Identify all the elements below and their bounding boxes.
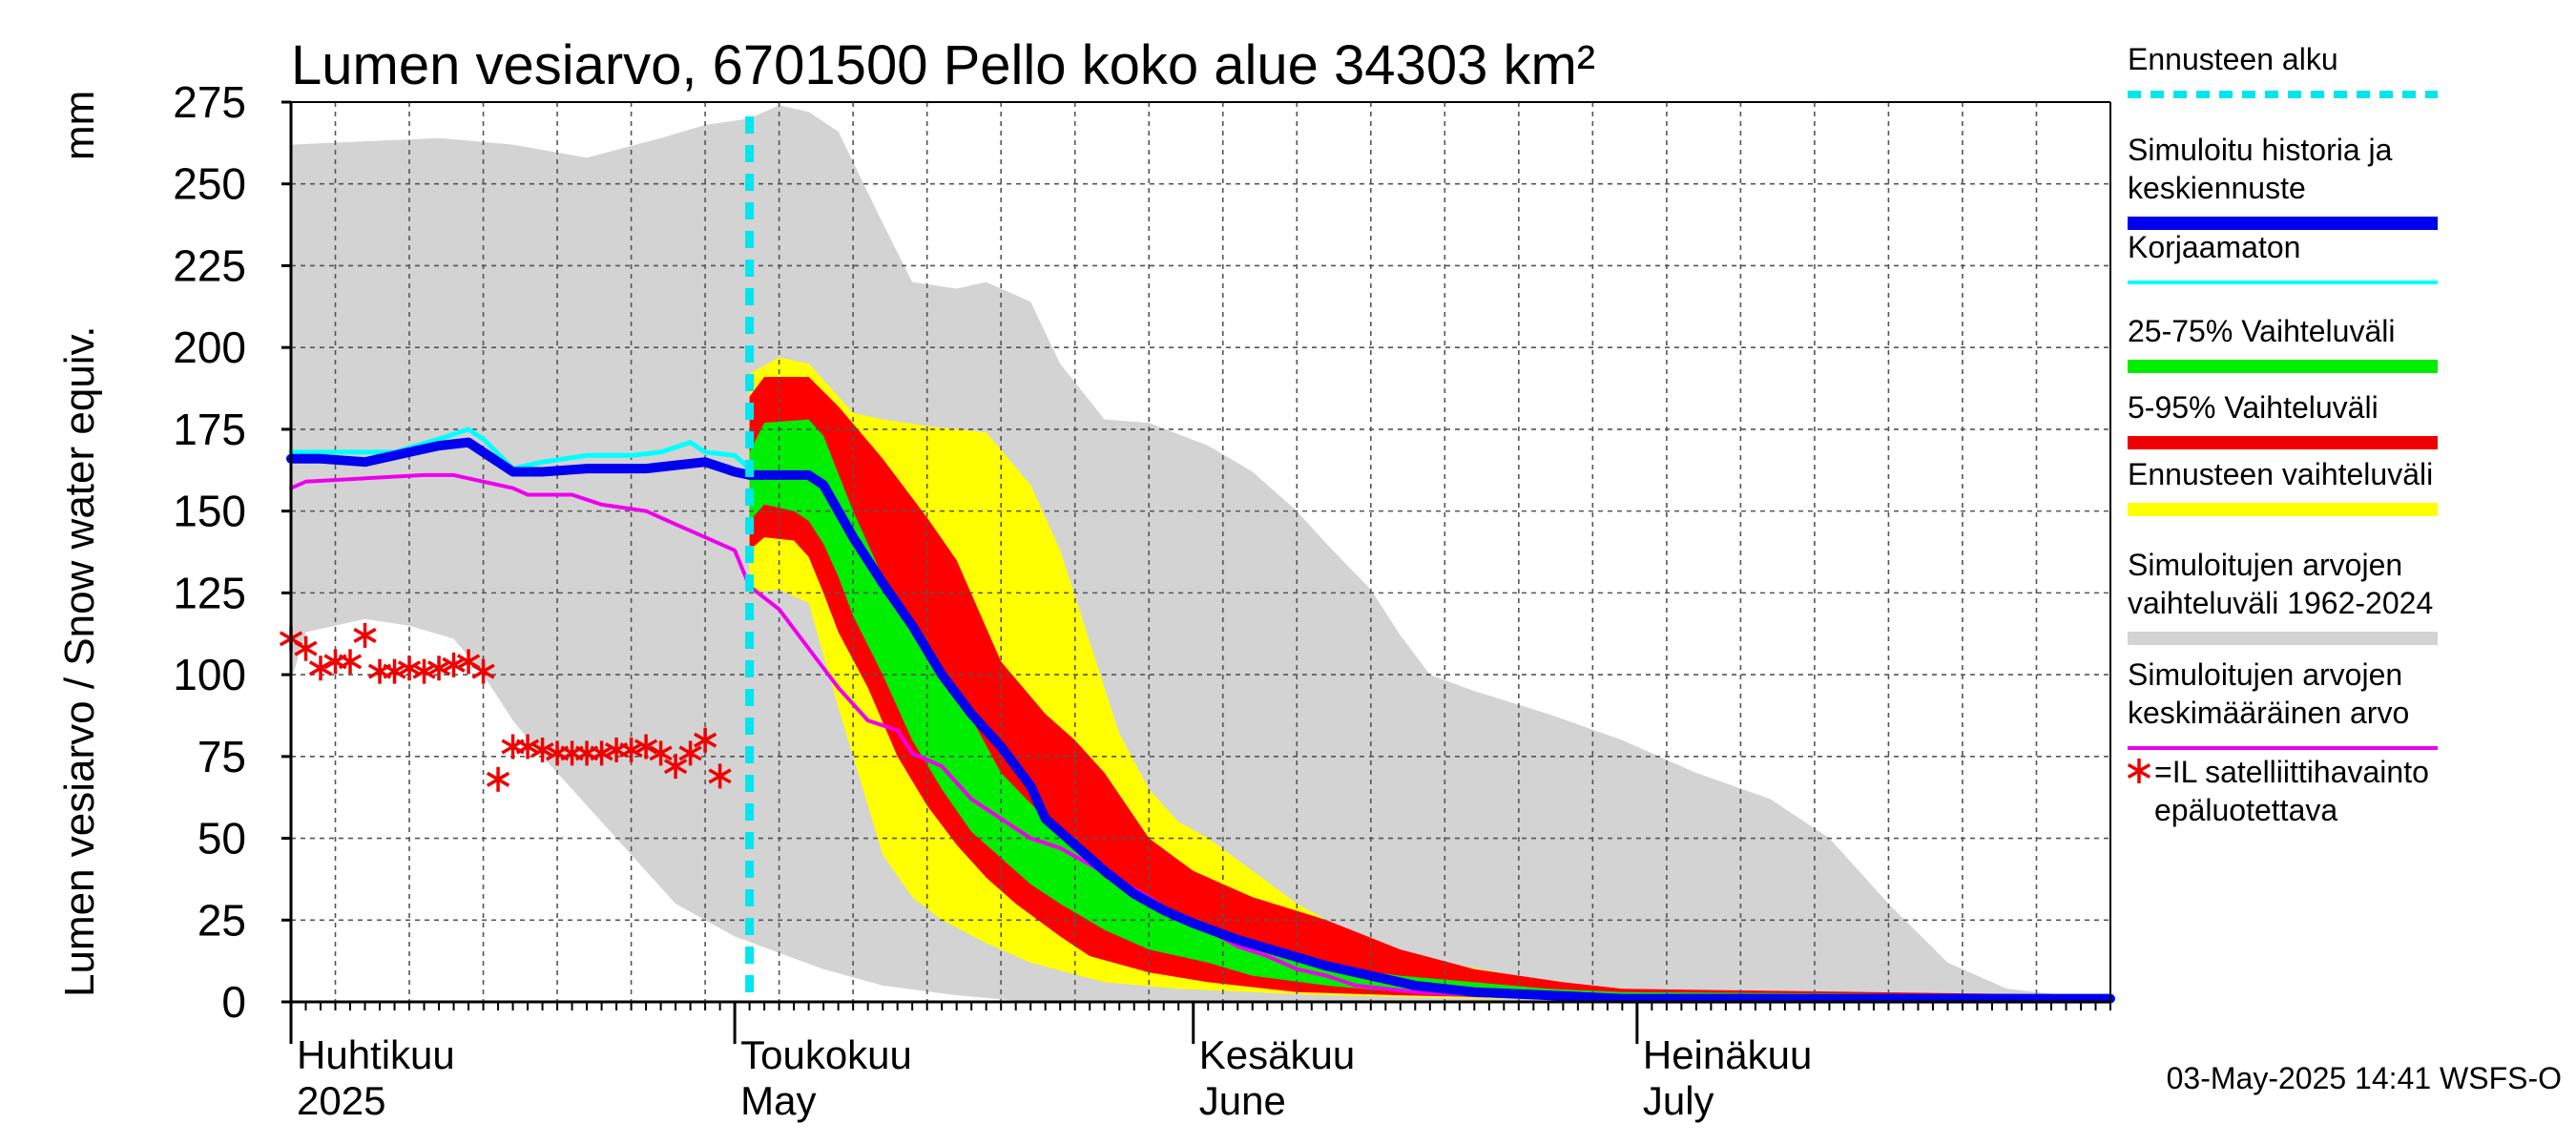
satellite-observation-point xyxy=(663,754,688,780)
legend-label: Simuloitujen arvojen xyxy=(2128,548,2402,582)
satellite-observation-point xyxy=(353,622,377,648)
legend-item: Simuloitu historia ja keskiennuste xyxy=(2128,133,2438,230)
chart-title: Lumen vesiarvo, 6701500 Pello koko alue … xyxy=(291,34,1595,96)
legend-label: 5-95% Vaihteluväli xyxy=(2128,390,2379,425)
satellite-observation-point xyxy=(426,656,451,681)
legend-label: Ennusteen alku xyxy=(2128,42,2338,76)
legend: Ennusteen alku Simuloitu historia ja keski… xyxy=(2127,42,2438,827)
legend-item: Ennusteen vaihteluväli xyxy=(2128,457,2438,516)
x-month-label-en: July xyxy=(1643,1078,1714,1123)
satellite-observation-point xyxy=(383,658,406,684)
satellite-observation-point xyxy=(708,763,732,789)
legend-label: =IL satelliittihavainto xyxy=(2154,755,2429,789)
legend-label: Simuloitu historia ja xyxy=(2128,133,2393,167)
plot-axes xyxy=(289,101,2111,1044)
legend-label: Simuloitujen arvojen xyxy=(2128,657,2402,692)
y-tick-label: 50 xyxy=(197,814,246,864)
x-month-label-en: May xyxy=(740,1078,816,1123)
legend-label: vaihteluväli 1962-2024 xyxy=(2128,586,2433,620)
line-korjaamaton xyxy=(288,427,753,471)
y-tick-label: 25 xyxy=(197,895,246,945)
legend-item: Simuloitujen arvojen keskimääräinen arvo xyxy=(2128,657,2438,750)
satellite-observation-point xyxy=(397,656,422,681)
y-axis-label: Lumen vesiarvo / Snow water equiv. xyxy=(56,325,103,997)
satellite-observation-point xyxy=(486,766,510,792)
y-tick-label: 200 xyxy=(173,323,246,372)
satellite-observation-point xyxy=(294,635,318,661)
legend-item: Simuloitujen arvojen vaihteluväli 1962-20… xyxy=(2128,548,2438,645)
satellite-observation-point xyxy=(634,734,658,760)
satellite-observation-point xyxy=(590,740,613,766)
satellite-observation-point xyxy=(619,737,643,762)
y-tick-label: 275 xyxy=(173,77,246,127)
y-tick-label: 150 xyxy=(173,487,246,536)
satellite-observation-point xyxy=(693,727,717,753)
satellite-observation-point xyxy=(515,734,540,760)
satellite-observation-point xyxy=(442,652,466,677)
x-month-label-en: 2025 xyxy=(297,1078,385,1123)
legend-label: keskimääräinen arvo xyxy=(2128,696,2409,730)
legend-item: 5-95% Vaihteluväli xyxy=(2128,390,2438,449)
legend-item: =IL satelliittihavainto epäluotettava xyxy=(2127,755,2429,827)
timestamp: 03-May-2025 14:41 WSFS-O xyxy=(2167,1061,2562,1095)
legend-label: keskiennuste xyxy=(2128,171,2306,205)
x-month-label: Kesäkuu xyxy=(1199,1032,1355,1077)
band-5-95-vaihteluv-li xyxy=(749,377,2110,999)
legend-swatch xyxy=(2127,759,2151,783)
x-month-label: Huhtikuu xyxy=(297,1032,455,1077)
y-tick-label: 225 xyxy=(173,240,246,290)
y-tick-label: 0 xyxy=(221,977,246,1027)
y-axis-unit: mm xyxy=(56,91,103,160)
legend-label: epäluotettava xyxy=(2154,793,2337,827)
legend-label: Ennusteen vaihteluväli xyxy=(2128,457,2433,491)
satellite-observation-point xyxy=(530,737,554,762)
satellite-observation-point xyxy=(338,649,363,675)
y-tick-label: 250 xyxy=(173,159,246,209)
x-month-label: Toukokuu xyxy=(740,1032,912,1077)
legend-item: 25-75% Vaihteluväli xyxy=(2128,314,2438,373)
legend-item: Ennusteen alku xyxy=(2128,42,2438,98)
satellite-observation-point xyxy=(308,656,333,681)
y-tick-label: 75 xyxy=(197,732,246,781)
legend-label: 25-75% Vaihteluväli xyxy=(2128,314,2395,348)
y-tick-label: 175 xyxy=(173,405,246,454)
legend-item: Korjaamaton xyxy=(2128,230,2438,284)
satellite-observation-point xyxy=(471,658,495,684)
y-tick-label: 125 xyxy=(173,568,246,617)
line-simuloitujen-arvojen-keskim-r-inen-arvo xyxy=(289,472,2112,1001)
satellite-observation-point xyxy=(678,740,702,766)
x-month-label-en: June xyxy=(1199,1078,1286,1123)
x-month-label: Heinäkuu xyxy=(1643,1032,1812,1077)
satellite-observation-point xyxy=(649,740,673,766)
line-simuloitu-historia-ja-keskiennuste xyxy=(286,437,2115,1004)
y-tick-label: 100 xyxy=(173,650,246,699)
satellite-observation-point xyxy=(412,658,436,684)
legend-label: Korjaamaton xyxy=(2128,230,2300,264)
